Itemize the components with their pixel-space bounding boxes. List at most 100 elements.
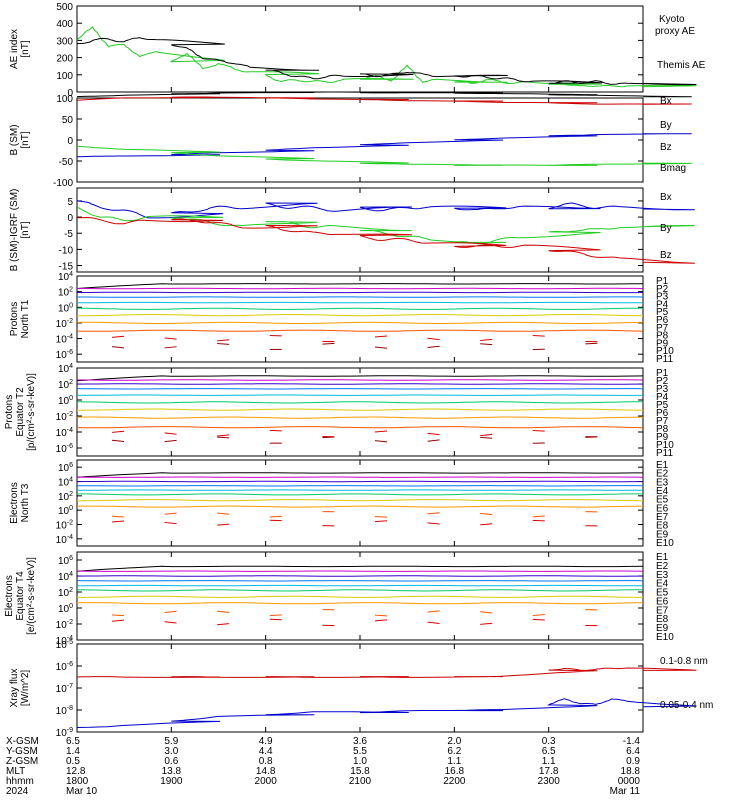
y-tick-label: -50 — [59, 157, 74, 168]
channel-segment — [427, 621, 440, 624]
footer-value: 3.6 — [353, 736, 367, 747]
channel-label: E1 — [656, 460, 669, 471]
channel-segment — [217, 512, 230, 515]
y-tick-label: 500 — [56, 2, 73, 13]
y-axis-label: Electrons — [9, 482, 20, 524]
channel-line-p1 — [76, 283, 643, 289]
channel-segment — [111, 520, 125, 523]
channel-segment — [374, 335, 388, 338]
y-tick-label: 200 — [56, 54, 73, 65]
channel-label: P10 — [656, 440, 674, 451]
channel-segment — [111, 515, 125, 518]
chart-panel-pn: Protons North T1 104 102 100 10-2 10-4 10-6 P1P2… — [9, 271, 674, 365]
y-tick-label: 0 — [67, 88, 73, 99]
channel-line-e8 — [76, 602, 644, 605]
channel-line-p8 — [76, 416, 644, 419]
y-tick-label: 102 — [58, 379, 73, 391]
channel-segment — [374, 430, 388, 433]
y-tick-label: 104 — [58, 571, 73, 583]
y-tick-label: 10-4 — [56, 427, 73, 439]
channel-line-e1 — [76, 565, 644, 572]
channel-segment — [217, 343, 230, 345]
y-tick-label: 100 — [58, 603, 73, 615]
channel-segment — [217, 339, 230, 342]
y-axis-label: Equator T4 — [15, 571, 26, 621]
channel-line-p8 — [76, 321, 644, 324]
footer-value: 2000 — [255, 776, 278, 787]
legend-entry: 0.05-0.4 nm — [660, 700, 713, 711]
channel-segment — [427, 610, 440, 613]
y-tick-label: 10-7 — [56, 683, 73, 695]
series-line-0-05-0-4-nm — [76, 698, 697, 728]
footer-value: 2100 — [349, 776, 372, 787]
footer-value: 1900 — [160, 776, 183, 787]
y-tick-label: 104 — [58, 477, 73, 489]
channel-segment — [111, 346, 125, 349]
y-tick-label: 100 — [58, 505, 73, 517]
footer-row-label: Z-GSM — [6, 756, 38, 767]
channel-segment — [269, 515, 282, 518]
y-tick-label: 10-6 — [56, 661, 73, 673]
channel-line-p9 — [76, 329, 644, 332]
channel-label: E5 — [656, 495, 669, 506]
series-line-themis-ae — [77, 37, 697, 86]
y-axis-label: Equator T2 — [15, 387, 26, 437]
footer-value: 18.8 — [621, 766, 641, 777]
footer-value: 0000 — [618, 776, 641, 787]
channel-segment — [269, 614, 282, 617]
panel-frame-dbsm — [76, 187, 644, 273]
y-tick-label: -100 — [53, 178, 73, 189]
y-tick-label: 10-4 — [56, 534, 73, 546]
channel-label: E3 — [656, 570, 669, 581]
legend-entry: Bx — [660, 96, 672, 107]
footer-value: 0.3 — [542, 736, 556, 747]
legend-entry: Themis AE — [657, 60, 706, 71]
y-tick-label: 10-5 — [56, 639, 73, 651]
y-tick-label: 10-2 — [56, 619, 73, 631]
channel-line-p7 — [77, 313, 644, 317]
channel-segment — [164, 621, 177, 624]
footer-value: 0.9 — [626, 756, 640, 767]
chart-panel-pe: Protons Equator T2 [p/(cm²-s-sr-keV)] 104 10… — [4, 363, 674, 459]
footer-value: 5.9 — [164, 736, 178, 747]
footer-row-label: Y-GSM — [6, 746, 38, 757]
channel-label: E3 — [656, 477, 669, 488]
channel-segment — [480, 622, 493, 625]
channel-segment — [164, 346, 177, 349]
channel-line-p1 — [76, 375, 644, 382]
channel-segment — [217, 523, 230, 526]
series-line-by — [76, 145, 692, 166]
channel-segment — [532, 430, 545, 432]
channel-label: E10 — [656, 538, 674, 549]
footer-value: 0.8 — [259, 756, 273, 767]
y-tick-label: 10-4 — [56, 334, 73, 346]
channel-label: E6 — [656, 596, 669, 607]
channel-segment — [532, 515, 545, 518]
channel-label: P8 — [656, 424, 669, 435]
channel-segment — [480, 436, 493, 439]
footer-value: 4.9 — [259, 736, 273, 747]
y-axis-label: Electrons — [4, 575, 15, 617]
channel-line-p9 — [76, 426, 644, 429]
y-tick-label: 100 — [58, 302, 73, 314]
channel-label: E6 — [656, 503, 669, 514]
series-line-bz — [76, 216, 695, 264]
footer-row-label: 2024 — [6, 786, 29, 797]
series-line-kyoto-proxy-ae — [76, 26, 697, 88]
legend-entry: Bz — [660, 142, 672, 153]
channel-segment — [427, 512, 440, 515]
chart-panel-en: Electrons North T310610410210010-210-4E1E… — [9, 460, 674, 549]
channel-label: P7 — [656, 323, 669, 334]
channel-line-e6 — [76, 589, 643, 592]
channel-line-e8 — [77, 505, 644, 508]
y-tick-label: 10-2 — [56, 318, 73, 330]
footer-value: 1.4 — [66, 746, 80, 757]
channel-segment — [585, 436, 598, 438]
footer-value: 6.5 — [542, 746, 556, 757]
footer-value: 6.5 — [66, 736, 80, 747]
footer-value: Mar 10 — [66, 786, 98, 797]
channel-segment — [374, 619, 388, 622]
y-tick-label: -10 — [59, 245, 74, 256]
channel-label: P7 — [656, 416, 669, 427]
